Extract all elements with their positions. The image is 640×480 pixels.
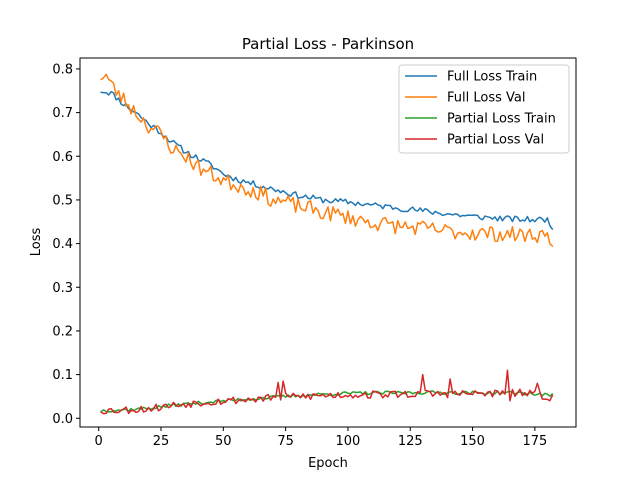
- x-axis-label: Epoch: [308, 456, 348, 471]
- axes-frame: [79, 57, 577, 428]
- legend: Full Loss Train Full Loss Val Partial Loss…: [398, 64, 570, 154]
- series-line-2: [100, 73, 554, 248]
- y-tick-label: 0.1: [52, 368, 73, 383]
- legend-entry-label: Full Loss Train: [447, 70, 537, 85]
- series-layer: [100, 73, 554, 415]
- legend-box: [398, 64, 570, 154]
- y-tick-label: 0.3: [52, 281, 73, 296]
- y-axis-label: Loss: [29, 228, 44, 257]
- series-line-4: [100, 369, 554, 415]
- y-tick-label: 0.8: [52, 62, 73, 77]
- y-tick-label: 0.2: [52, 324, 73, 339]
- y-tick-label: 0.7: [52, 106, 73, 121]
- y-tick-label: 0.0: [52, 412, 73, 427]
- y-tick-label: 0.4: [52, 237, 73, 252]
- x-tick-label: 50: [215, 434, 232, 449]
- series-line-1: [100, 90, 554, 231]
- x-tick-label: 75: [277, 434, 294, 449]
- legend-entry-label: Partial Loss Train: [447, 112, 556, 127]
- y-tick-label: 0.6: [52, 150, 73, 165]
- x-tick-label: 175: [522, 434, 547, 449]
- y-axis-ticks: 0.0 0.1 0.2 0.3 0.4 0.5 0.6 0.7 0.8: [52, 62, 80, 427]
- chart-title: Partial Loss - Parkinson: [242, 35, 414, 53]
- x-tick-label: 100: [336, 434, 361, 449]
- x-tick-label: 125: [398, 434, 423, 449]
- y-tick-label: 0.5: [52, 193, 73, 208]
- x-tick-label: 25: [153, 434, 170, 449]
- x-axis-ticks: 0 25 50 75 100 125 150 175: [95, 427, 547, 449]
- x-tick-label: 0: [95, 434, 103, 449]
- legend-entry-label: Partial Loss Val: [447, 133, 544, 148]
- legend-entry-label: Full Loss Val: [447, 91, 525, 106]
- x-tick-label: 150: [460, 434, 485, 449]
